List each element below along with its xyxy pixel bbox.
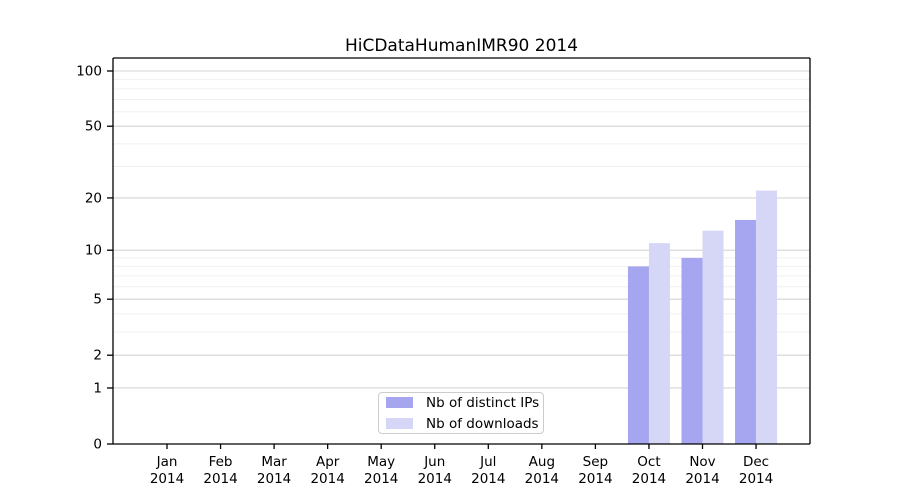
x-axis-tick-label: Jun — [423, 454, 445, 470]
y-axis-tick-label: 5 — [93, 292, 102, 308]
bar-downloads — [648, 243, 670, 444]
y-axis-tick-label: 0 — [93, 437, 102, 453]
x-axis-year-label: 2014 — [632, 471, 666, 487]
x-axis-tick-label: Oct — [637, 454, 660, 470]
bar-distinct-ips — [735, 219, 757, 444]
x-axis-tick-label: Dec — [743, 454, 769, 470]
x-axis-year-label: 2014 — [364, 471, 398, 487]
x-axis-year-label: 2014 — [525, 471, 559, 487]
x-axis-year-label: 2014 — [310, 471, 344, 487]
legend-item-downloads: Nb of downloads — [386, 416, 539, 432]
x-axis-tick-label: Aug — [529, 454, 555, 470]
x-axis-tick-label: Nov — [689, 454, 715, 470]
bar-distinct-ips — [681, 257, 703, 444]
legend-swatch-distinct-ips — [386, 397, 413, 408]
x-axis-year-label: 2014 — [739, 471, 773, 487]
x-axis-tick-label: Feb — [209, 454, 233, 470]
x-axis-year-label: 2014 — [471, 471, 505, 487]
y-axis-tick-label: 2 — [93, 348, 102, 364]
x-axis-year-label: 2014 — [203, 471, 237, 487]
legend-swatch-downloads — [386, 418, 413, 429]
legend-label-downloads: Nb of downloads — [426, 415, 539, 432]
x-axis-year-label: 2014 — [150, 471, 184, 487]
y-axis-tick-label: 1 — [93, 380, 102, 396]
bar-downloads — [756, 190, 778, 444]
y-axis-tick-label: 20 — [85, 190, 102, 206]
y-axis-tick-label: 50 — [85, 119, 102, 135]
x-axis-year-label: 2014 — [578, 471, 612, 487]
x-axis-tick-label: Apr — [316, 454, 340, 470]
x-axis-year-label: 2014 — [418, 471, 452, 487]
bar-distinct-ips — [627, 266, 649, 444]
x-axis-tick-label: Jul — [479, 454, 496, 470]
y-axis-tick-label: 10 — [85, 243, 102, 259]
chart-title: HiCDataHumanIMR90 2014 — [344, 36, 579, 56]
x-axis-tick-label: May — [367, 454, 395, 470]
y-axis-tick-label: 100 — [76, 64, 102, 80]
legend-label-distinct-ips: Nb of distinct IPs — [426, 394, 540, 411]
x-axis-year-label: 2014 — [685, 471, 719, 487]
x-axis-tick-label: Jan — [156, 454, 178, 470]
x-axis-tick-label: Sep — [583, 454, 608, 470]
legend: Nb of distinct IPs Nb of downloads — [378, 392, 544, 434]
bar-downloads — [702, 230, 724, 444]
legend-item-distinct-ips: Nb of distinct IPs — [386, 395, 539, 411]
x-axis-year-label: 2014 — [257, 471, 291, 487]
x-axis-tick-label: Mar — [261, 454, 287, 470]
